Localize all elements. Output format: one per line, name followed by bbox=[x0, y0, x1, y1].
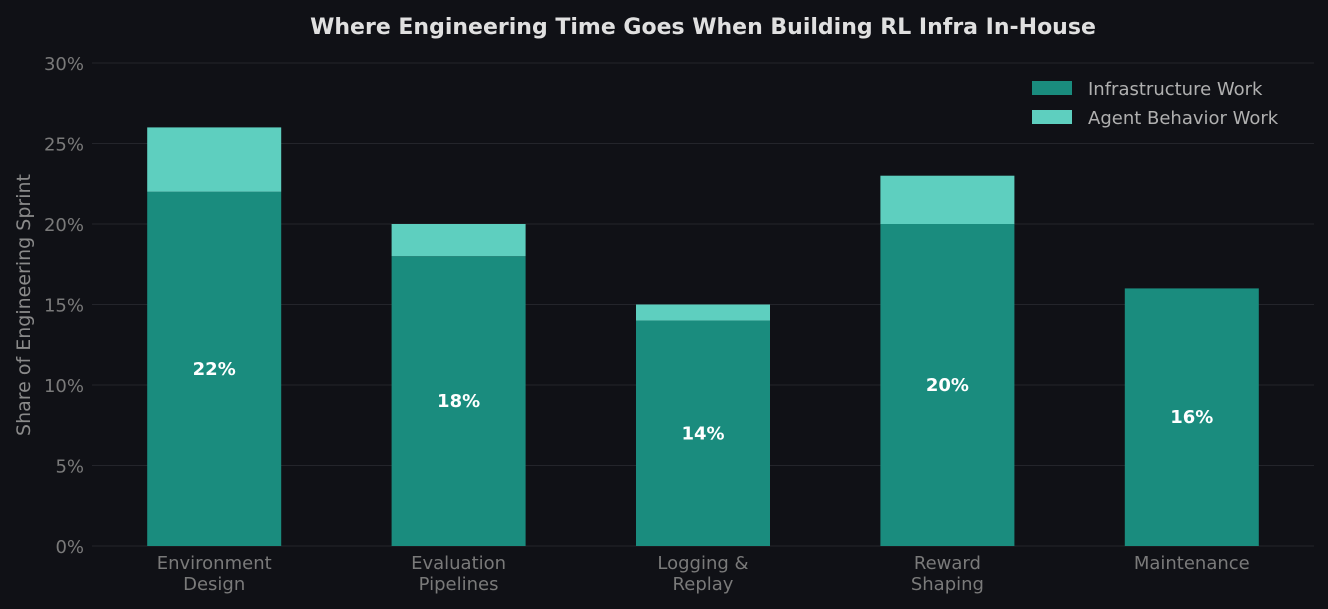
legend-swatch bbox=[1032, 110, 1072, 124]
data-label: 18% bbox=[437, 391, 480, 412]
x-tick-label: Replay bbox=[673, 574, 734, 595]
y-tick-label: 30% bbox=[44, 54, 84, 75]
bar-agent-behavior bbox=[636, 304, 770, 321]
data-label: 14% bbox=[681, 423, 724, 444]
legend-label: Infrastructure Work bbox=[1088, 79, 1263, 100]
legend: Infrastructure Work Agent Behavior Work bbox=[1032, 79, 1279, 129]
y-tick-label: 15% bbox=[44, 296, 84, 317]
data-label: 22% bbox=[193, 359, 236, 380]
y-tick-label: 25% bbox=[44, 135, 84, 156]
chart-title: Where Engineering Time Goes When Buildin… bbox=[310, 15, 1096, 40]
bar-agent-behavior bbox=[391, 224, 526, 257]
x-tick-label: Shaping bbox=[911, 574, 984, 595]
bar-infrastructure bbox=[147, 191, 282, 547]
y-tick-label: 20% bbox=[44, 215, 84, 236]
bar-agent-behavior bbox=[880, 175, 1015, 224]
bar-agent-behavior bbox=[147, 127, 282, 192]
data-label: 16% bbox=[1170, 407, 1213, 428]
x-tick-label: Pipelines bbox=[419, 574, 499, 595]
bar-infrastructure bbox=[636, 320, 770, 546]
bar-infrastructure bbox=[880, 224, 1015, 546]
y-tick-label: 5% bbox=[55, 457, 84, 478]
x-tick-label: Reward bbox=[914, 553, 981, 574]
y-axis-label: Share of Engineering Sprint bbox=[13, 174, 35, 436]
x-tick-label: Evaluation bbox=[411, 553, 506, 574]
x-tick-label: Design bbox=[183, 574, 245, 595]
legend-label: Agent Behavior Work bbox=[1088, 108, 1279, 129]
y-tick-label: 0% bbox=[55, 537, 84, 558]
x-tick-label: Logging & bbox=[657, 553, 748, 574]
x-tick-label: Environment bbox=[157, 553, 272, 574]
bar-infrastructure bbox=[1124, 288, 1259, 546]
bar-infrastructure bbox=[391, 256, 526, 546]
data-label: 20% bbox=[926, 375, 969, 396]
y-tick-label: 10% bbox=[44, 376, 84, 397]
legend-swatch bbox=[1032, 81, 1072, 95]
x-tick-label: Maintenance bbox=[1134, 553, 1250, 574]
